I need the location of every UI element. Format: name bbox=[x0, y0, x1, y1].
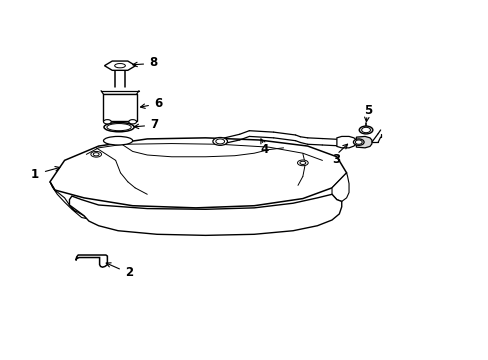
Ellipse shape bbox=[215, 139, 224, 144]
Text: 5: 5 bbox=[363, 104, 371, 117]
Bar bbox=[103, 94, 136, 121]
Polygon shape bbox=[331, 173, 348, 202]
Polygon shape bbox=[50, 182, 86, 219]
Ellipse shape bbox=[103, 136, 132, 145]
Polygon shape bbox=[356, 136, 371, 148]
Ellipse shape bbox=[115, 64, 125, 68]
Ellipse shape bbox=[297, 160, 307, 166]
Text: 8: 8 bbox=[149, 56, 157, 69]
Text: 3: 3 bbox=[331, 153, 339, 166]
Ellipse shape bbox=[107, 123, 131, 131]
Polygon shape bbox=[76, 255, 107, 267]
Text: 7: 7 bbox=[150, 118, 158, 131]
Ellipse shape bbox=[104, 122, 134, 132]
Polygon shape bbox=[50, 138, 346, 208]
Ellipse shape bbox=[128, 120, 136, 124]
Ellipse shape bbox=[361, 127, 370, 133]
Ellipse shape bbox=[93, 153, 99, 156]
Ellipse shape bbox=[359, 126, 372, 134]
Ellipse shape bbox=[299, 161, 305, 165]
Ellipse shape bbox=[353, 139, 364, 145]
Ellipse shape bbox=[103, 120, 111, 124]
Ellipse shape bbox=[111, 63, 129, 69]
Ellipse shape bbox=[355, 140, 362, 144]
Polygon shape bbox=[104, 61, 135, 70]
Text: 4: 4 bbox=[260, 143, 268, 156]
Polygon shape bbox=[336, 136, 356, 148]
Text: 2: 2 bbox=[125, 266, 133, 279]
Text: 6: 6 bbox=[154, 98, 162, 111]
Ellipse shape bbox=[91, 152, 102, 157]
Polygon shape bbox=[69, 194, 341, 235]
Text: 1: 1 bbox=[30, 168, 39, 181]
Ellipse shape bbox=[212, 138, 227, 145]
